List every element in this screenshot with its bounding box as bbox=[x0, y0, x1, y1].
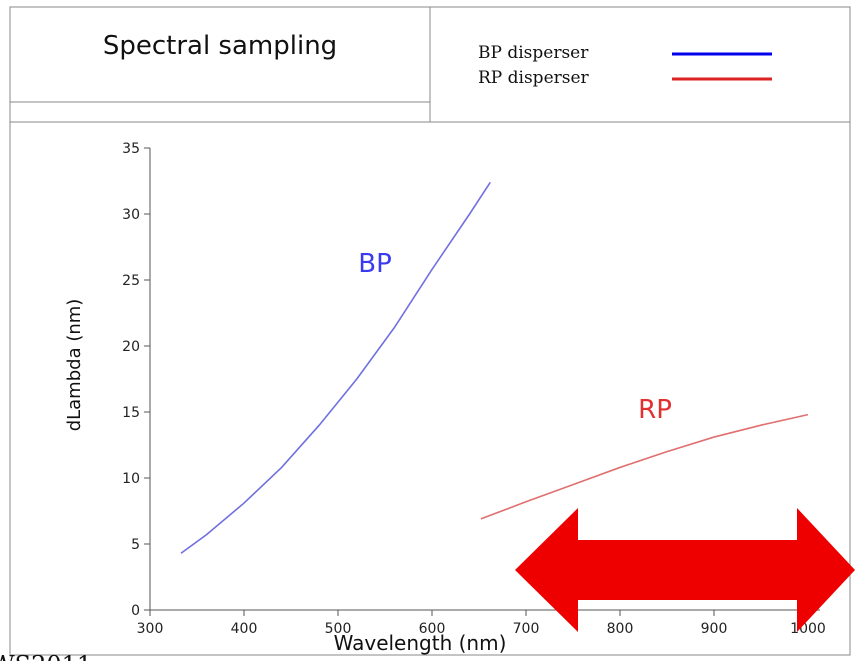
y-tick-label: 25 bbox=[122, 273, 140, 289]
y-tick-label: 20 bbox=[122, 339, 140, 355]
x-tick-label: 300 bbox=[137, 621, 164, 637]
x-tick-label: 900 bbox=[701, 621, 728, 637]
x-tick-label: 400 bbox=[231, 621, 258, 637]
footer-text: WS2011 bbox=[0, 651, 92, 661]
series-label-bp: BP bbox=[358, 249, 392, 279]
chart-title: Spectral sampling bbox=[103, 31, 337, 61]
y-tick-label: 0 bbox=[131, 603, 140, 619]
x-tick-label: 1000 bbox=[790, 621, 826, 637]
y-tick-label: 5 bbox=[131, 537, 140, 553]
y-tick-label: 30 bbox=[122, 207, 140, 223]
series-label-rp: RP bbox=[638, 395, 672, 425]
y-tick-label: 15 bbox=[122, 405, 140, 421]
x-tick-label: 700 bbox=[513, 621, 540, 637]
y-tick-label: 10 bbox=[122, 471, 140, 487]
x-tick-label: 800 bbox=[607, 621, 634, 637]
x-axis-label: Wavelength (nm) bbox=[334, 631, 507, 655]
legend-label-bp: BP disperser bbox=[478, 43, 589, 63]
y-tick-label: 35 bbox=[122, 141, 140, 157]
legend-label-rp: RP disperser bbox=[478, 68, 590, 88]
y-axis-label: dLambda (nm) bbox=[64, 299, 85, 432]
